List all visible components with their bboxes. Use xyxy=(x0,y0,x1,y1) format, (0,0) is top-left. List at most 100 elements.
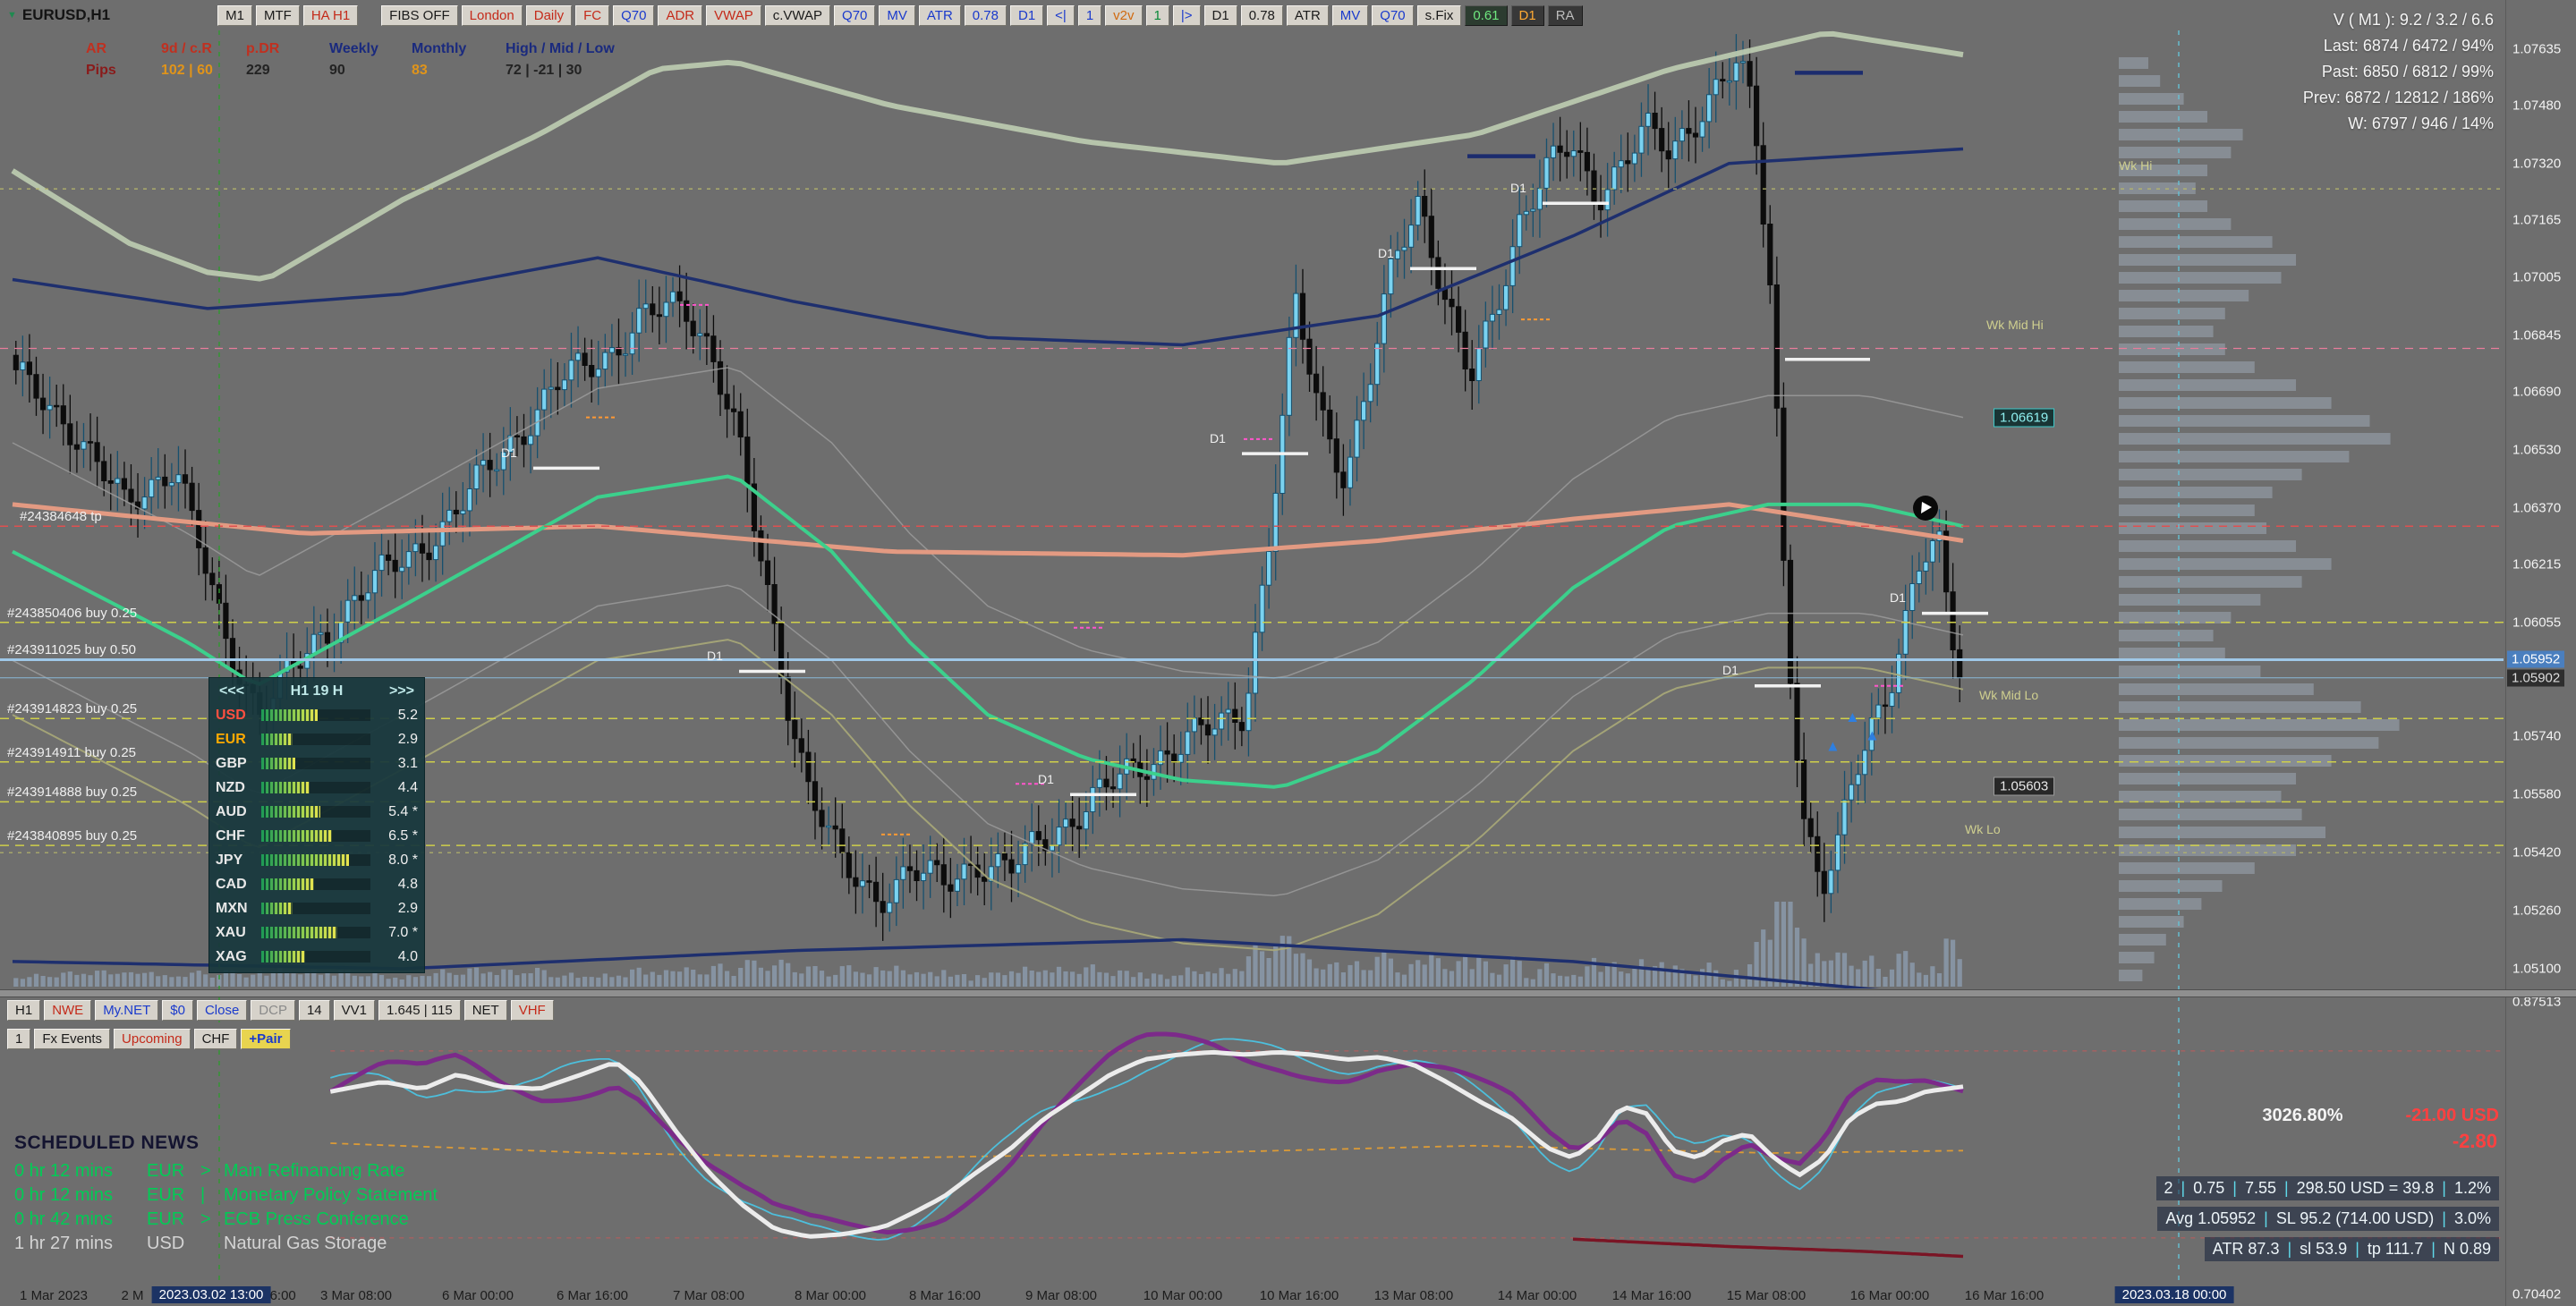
strength-bar-track xyxy=(261,734,370,745)
toolbar-button-q70[interactable]: Q70 xyxy=(1372,4,1414,26)
floating-pl-points: -2.80 xyxy=(2452,1130,2497,1152)
price-axis-label: 1.06530 xyxy=(2512,442,2562,458)
volume-info-line: Past: 6850 / 6812 / 99% xyxy=(2321,63,2494,81)
strength-row: CAD 4.8 xyxy=(216,872,418,896)
indicator-button-vv1[interactable]: VV1 xyxy=(333,1000,376,1021)
time-axis-label: 2 M xyxy=(121,1288,144,1303)
toolbar-button-q70[interactable]: Q70 xyxy=(613,4,655,26)
toolbar-button-1[interactable]: 1 xyxy=(1077,4,1102,26)
strength-row: AUD 5.4 * xyxy=(216,800,418,824)
toolbar-button-daily[interactable]: Daily xyxy=(525,4,573,26)
strength-row: JPY 8.0 * xyxy=(216,848,418,872)
strength-value: 2.9 xyxy=(397,731,418,747)
indicator-scale-label: 0.87513 xyxy=(2512,994,2562,1010)
strength-row: XAG 4.0 xyxy=(216,945,418,969)
indicator-button-14[interactable]: 14 xyxy=(298,1000,330,1021)
indicator-button-vhf[interactable]: VHF xyxy=(510,1000,554,1021)
indicator-button-upcoming[interactable]: Upcoming xyxy=(114,1029,191,1049)
toolbar-button-q70[interactable]: Q70 xyxy=(834,4,876,26)
toolbar-button-ha-h1[interactable]: HA H1 xyxy=(302,4,359,26)
indicator-button-h1[interactable]: H1 xyxy=(7,1000,41,1021)
time-axis-label: 16 Mar 16:00 xyxy=(1964,1288,2045,1303)
time-axis-label: 13 Mar 08:00 xyxy=(1373,1288,1454,1303)
price-axis-label: 1.07480 xyxy=(2512,98,2562,114)
indicator-button-1[interactable]: 1 xyxy=(7,1029,31,1049)
time-axis-label: 7 Mar 08:00 xyxy=(672,1288,745,1303)
strength-bar xyxy=(261,782,310,793)
strength-bar-track xyxy=(261,903,370,914)
trade-summary-row: 2 | 0.75 | 7.55 | 298.50 USD = 39.8 | 1.2% xyxy=(2155,1176,2499,1200)
strength-bar-track xyxy=(261,951,370,963)
strength-next-button[interactable]: >>> xyxy=(388,683,414,699)
indicator-button-net[interactable]: NET xyxy=(463,1000,507,1021)
toolbar-button-ra[interactable]: RA xyxy=(1547,4,1583,26)
toolbar-button-0-78[interactable]: 0.78 xyxy=(964,4,1007,26)
price-axis-label: 1.05100 xyxy=(2512,961,2562,977)
indicator-button--0[interactable]: $0 xyxy=(162,1000,193,1021)
strength-bar-track xyxy=(261,854,370,866)
toolbar-button-v2v[interactable]: v2v xyxy=(1105,4,1143,26)
separator: | xyxy=(2181,1179,2186,1197)
indicator-button-close[interactable]: Close xyxy=(196,1000,248,1021)
strength-bar xyxy=(261,830,333,842)
volume-info-panel: V ( M1 ): 9.2 / 3.2 / 6.6 Last: 6874 / 64… xyxy=(2303,7,2494,137)
toolbar-button-s-fix[interactable]: s.Fix xyxy=(1416,4,1462,26)
toolbar-button-d1[interactable]: D1 xyxy=(1203,4,1237,26)
time-axis[interactable]: 1 Mar 2023 2 M 16:00 3 Mar 08:00 6 Mar 00:00… xyxy=(0,1285,2504,1306)
indicator-button-fx-events[interactable]: Fx Events xyxy=(34,1029,111,1049)
range-stat-value: 229 xyxy=(246,63,270,78)
toolbar-button-mtf[interactable]: MTF xyxy=(255,4,300,26)
toolbar-button-london[interactable]: London xyxy=(461,4,523,26)
toolbar-button-d1[interactable]: D1 xyxy=(1009,4,1044,26)
news-countdown: 0 hr 12 mins xyxy=(14,1185,114,1205)
news-header: SCHEDULED NEWS xyxy=(14,1132,200,1153)
toolbar-button-adr[interactable]: ADR xyxy=(658,4,703,26)
time-axis-label: 3 Mar 08:00 xyxy=(319,1288,393,1303)
indicator-button-nwe[interactable]: NWE xyxy=(44,1000,92,1021)
toolbar-button-fc[interactable]: FC xyxy=(575,4,610,26)
toolbar-button-mv[interactable]: MV xyxy=(1331,4,1369,26)
strength-value: 3.1 xyxy=(397,755,418,771)
strength-row: XAU 7.0 * xyxy=(216,920,418,945)
range-stat-value: Pips xyxy=(86,63,116,78)
news-event-name: Natural Gas Storage xyxy=(224,1234,387,1253)
toolbar-button-d1[interactable]: D1 xyxy=(1510,4,1544,26)
range-stat-value: 72 | -21 | 30 xyxy=(506,63,582,78)
separator: | xyxy=(2232,1179,2237,1197)
currency-strength-panel: <<< H1 19 H >>> USD 5.2 EUR 2.9 GBP 3.1 NZD 4.4… xyxy=(208,677,425,973)
range-stat-header: Weekly xyxy=(329,41,378,56)
indicator-button--pair[interactable]: +Pair xyxy=(241,1029,291,1049)
toolbar-button-fibs-off[interactable]: FIBS OFF xyxy=(381,4,458,26)
stat-segment: 0.75 xyxy=(2193,1179,2225,1197)
stat-segment: N 0.89 xyxy=(2443,1240,2491,1258)
news-event-name: Main Refinancing Rate xyxy=(224,1161,405,1181)
toolbar-button-0-78[interactable]: 0.78 xyxy=(1240,4,1283,26)
window-splitter[interactable] xyxy=(0,989,2576,997)
toolbar-button-1[interactable]: 1 xyxy=(1145,4,1169,26)
scheduled-news-panel: SCHEDULED NEWS 0 hr 12 mins EUR > Main Refi… xyxy=(14,1132,438,1256)
indicator-button-1-645-115[interactable]: 1.645 | 115 xyxy=(378,1000,461,1021)
toolbar-button-vwap[interactable]: VWAP xyxy=(706,4,761,26)
time-axis-label: 6 Mar 16:00 xyxy=(556,1288,629,1303)
toolbar-button-mv[interactable]: MV xyxy=(879,4,915,26)
toolbar-button-m1[interactable]: M1 xyxy=(217,4,252,26)
strength-bar xyxy=(261,709,319,721)
toolbar-button-0-61[interactable]: 0.61 xyxy=(1465,4,1508,26)
toolbar-button--[interactable]: <| xyxy=(1047,4,1075,26)
strength-row: EUR 2.9 xyxy=(216,727,418,751)
toolbar-button--[interactable]: |> xyxy=(1172,4,1201,26)
indicator-button-my-net[interactable]: My.NET xyxy=(95,1000,159,1021)
strength-row: NZD 4.4 xyxy=(216,776,418,800)
strength-prev-button[interactable]: <<< xyxy=(219,683,245,699)
price-axis[interactable]: 1.07635 1.07480 1.07320 1.07165 1.07005 1.068… xyxy=(2505,0,2576,1306)
indicator-button-dcp[interactable]: DCP xyxy=(251,1000,295,1021)
price-axis-label: 1.07165 xyxy=(2512,212,2562,228)
toolbar-button-c-vwap[interactable]: c.VWAP xyxy=(764,4,831,26)
indicator-button-chf[interactable]: CHF xyxy=(193,1029,238,1049)
time-axis-label: 16:00 xyxy=(262,1288,296,1303)
dropdown-triangle-icon[interactable]: ▼ xyxy=(7,10,17,21)
strength-bar-track xyxy=(261,758,370,769)
toolbar-button-atr[interactable]: ATR xyxy=(918,4,961,26)
toolbar-button-atr[interactable]: ATR xyxy=(1286,4,1329,26)
